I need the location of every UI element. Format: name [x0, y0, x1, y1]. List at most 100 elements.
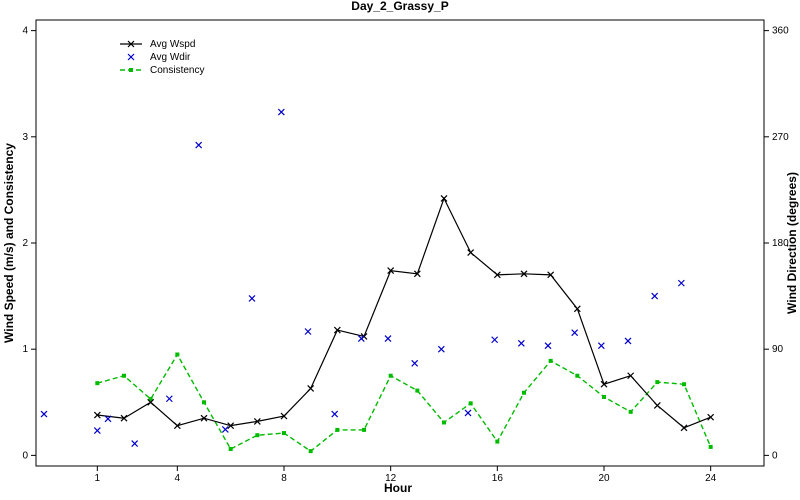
- point-avg-wdir-15: [464, 409, 472, 417]
- point-consistency-13: [442, 420, 446, 425]
- point-consistency-20: [628, 409, 633, 414]
- y-left-tick-label-0: 0: [22, 450, 28, 461]
- point-consistency-22: [682, 382, 686, 387]
- x-tick-label-16: 16: [492, 473, 504, 484]
- legend: Avg Wspd Avg Wdir Consistency: [120, 39, 204, 76]
- point-avg-wspd-2: [147, 398, 155, 406]
- point-avg-wspd-7: [280, 412, 288, 420]
- point-avg-wdir-20: [597, 342, 605, 350]
- point-avg-wspd-1: [120, 414, 128, 422]
- point-avg-wspd-20: [627, 372, 635, 380]
- y-right-tick-label-270: 270: [772, 132, 789, 143]
- point-avg-wspd-11: [387, 267, 395, 275]
- point-consistency-23: [708, 444, 713, 449]
- point-avg-wspd-4: [200, 414, 208, 422]
- point-avg-wspd-0: [93, 411, 101, 419]
- point-avg-wdir-18: [544, 342, 552, 350]
- point-avg-wspd-9: [333, 326, 341, 334]
- point-avg-wdir-6: [221, 425, 229, 433]
- point-consistency-16: [522, 390, 526, 395]
- point-consistency-11: [388, 373, 393, 378]
- point-consistency-14: [468, 401, 473, 406]
- legend-label-2: Consistency: [150, 65, 204, 76]
- point-avg-wdir-21: [624, 337, 632, 345]
- point-consistency-12: [415, 388, 420, 393]
- legend-marker-avg-wdir: [127, 53, 135, 61]
- point-consistency-19: [602, 394, 606, 399]
- point-avg-wspd-6: [253, 417, 261, 425]
- point-avg-wspd-21: [653, 402, 661, 409]
- point-avg-wdir-16: [491, 336, 499, 344]
- point-avg-wspd-14: [467, 249, 475, 256]
- point-avg-wdir-9: [304, 328, 312, 335]
- x-tick-label-8: 8: [281, 473, 287, 484]
- y-right-tick-label-0: 0: [772, 450, 778, 461]
- point-avg-wspd-18: [573, 305, 581, 313]
- y-left-tick-label-2: 2: [22, 238, 28, 249]
- x-tick-label-20: 20: [598, 473, 610, 484]
- point-avg-wdir-10: [331, 410, 339, 418]
- point-consistency-4: [202, 400, 206, 405]
- point-avg-wdir-11: [357, 335, 365, 342]
- x-tick-label-24: 24: [705, 473, 717, 484]
- point-consistency-1: [122, 373, 126, 378]
- point-consistency-8: [308, 449, 313, 454]
- point-avg-wdir-7: [248, 295, 256, 302]
- point-consistency-7: [282, 431, 286, 436]
- point-consistency-18: [575, 373, 580, 378]
- point-avg-wspd-22: [680, 424, 688, 432]
- point-avg-wspd-3: [173, 422, 181, 430]
- point-consistency-5: [228, 447, 233, 452]
- point-avg-wspd-12: [413, 270, 421, 278]
- point-consistency-21: [655, 380, 660, 385]
- point-avg-wdir-17: [517, 339, 525, 347]
- point-avg-wdir-5: [195, 141, 203, 149]
- legend-label-0: Avg Wspd: [150, 39, 195, 50]
- point-avg-wdir-3: [131, 440, 139, 448]
- x-axis-label: Hour: [384, 481, 412, 495]
- point-consistency-15: [495, 439, 500, 444]
- y-left-tick-label-3: 3: [22, 132, 28, 143]
- y-right-tick-label-360: 360: [772, 26, 789, 37]
- point-consistency-0: [95, 381, 100, 386]
- point-avg-wspd-15: [493, 271, 501, 279]
- point-avg-wdir-0: [40, 410, 48, 418]
- point-avg-wdir-14: [437, 345, 445, 353]
- chart-title: Day_2_Grassy_P: [351, 0, 448, 13]
- legend-label-1: Avg Wdir: [150, 52, 191, 63]
- x-tick-label-1: 1: [95, 473, 101, 484]
- point-avg-wdir-22: [651, 292, 659, 300]
- series-line-avg-wspd: [97, 196, 711, 429]
- point-avg-wdir-19: [571, 329, 579, 337]
- point-consistency-3: [175, 352, 180, 357]
- legend-marker-avg-wspd: [127, 40, 135, 48]
- y-axis-left-label: Wind Speed (m/s) and Consistency: [2, 143, 16, 343]
- point-avg-wspd-19: [600, 380, 608, 388]
- point-avg-wspd-17: [547, 271, 555, 279]
- point-consistency-2: [148, 397, 153, 402]
- legend-marker-consistency: [129, 68, 133, 72]
- point-avg-wspd-8: [307, 385, 315, 392]
- point-consistency-17: [548, 358, 553, 363]
- series-line-consistency: [97, 353, 712, 453]
- point-consistency-9: [335, 427, 340, 432]
- point-avg-wdir-4: [165, 395, 173, 403]
- x-tick-label-12: 12: [385, 473, 397, 484]
- x-tick-label-4: 4: [175, 473, 181, 484]
- y-right-tick-label-90: 90: [772, 344, 784, 355]
- point-avg-wdir-1: [93, 427, 101, 435]
- y-axis-right-label: Wind Direction (degrees): [785, 172, 799, 314]
- point-avg-wdir-8: [277, 108, 285, 116]
- point-avg-wdir-13: [411, 359, 419, 367]
- point-avg-wdir-23: [677, 279, 685, 287]
- y-right-tick-label-180: 180: [772, 238, 789, 249]
- y-left-tick-label-4: 4: [22, 26, 28, 37]
- point-avg-wspd-23: [707, 413, 715, 421]
- point-avg-wdir-2: [104, 415, 112, 423]
- y-left-tick-label-1: 1: [22, 344, 28, 355]
- point-avg-wspd-13: [440, 194, 448, 202]
- point-avg-wdir-12: [384, 335, 392, 342]
- point-consistency-6: [255, 433, 260, 438]
